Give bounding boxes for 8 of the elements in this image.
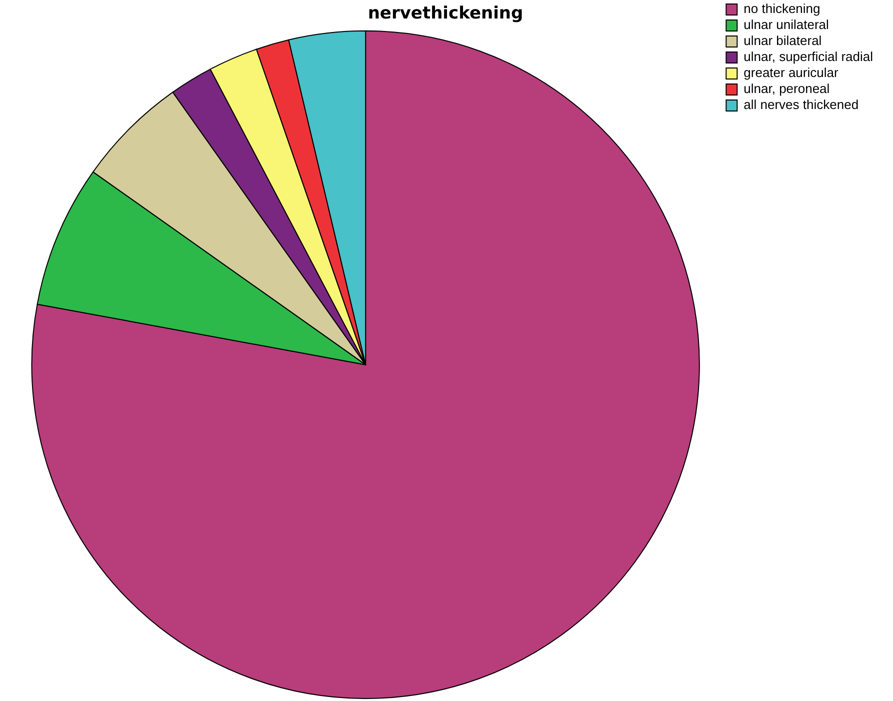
legend-label: all nerves thickened bbox=[744, 97, 859, 112]
chart-title: nervethickening bbox=[368, 4, 524, 24]
legend-label: no thickening bbox=[744, 1, 820, 16]
legend-label: ulnar, peroneal bbox=[744, 81, 830, 96]
legend-label: greater auricular bbox=[744, 65, 839, 80]
legend-label: ulnar, superficial radial bbox=[744, 49, 874, 64]
legend-label: ulnar bilateral bbox=[744, 33, 822, 48]
legend-label: ulnar unilateral bbox=[744, 17, 830, 32]
